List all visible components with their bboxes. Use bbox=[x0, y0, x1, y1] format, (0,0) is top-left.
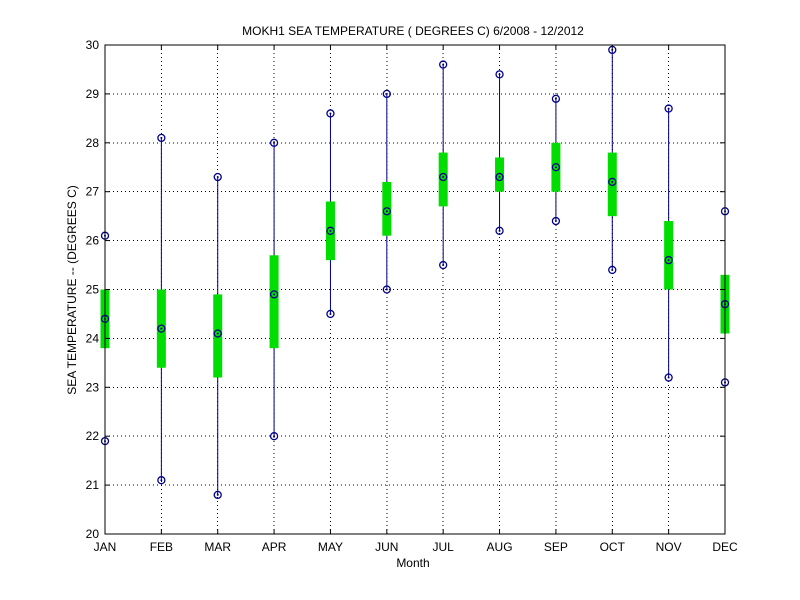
x-tick-label: AUG bbox=[487, 540, 513, 554]
mean-marker bbox=[439, 172, 448, 182]
y-axis-label: SEA TEMPERATURE -- (DEGREES C) bbox=[65, 185, 79, 395]
max-marker-dot bbox=[160, 136, 163, 139]
min-marker bbox=[664, 373, 673, 382]
iqr-box bbox=[438, 152, 448, 207]
y-tick-label: 26 bbox=[86, 234, 100, 248]
y-tick-label: 20 bbox=[86, 527, 100, 541]
max-marker bbox=[495, 70, 504, 79]
iqr-box bbox=[213, 294, 223, 378]
mean-marker-dot bbox=[611, 180, 614, 183]
min-marker bbox=[608, 265, 617, 275]
iqr-box bbox=[664, 221, 674, 290]
mean-marker bbox=[326, 226, 335, 235]
mean-marker bbox=[157, 324, 166, 333]
mean-marker bbox=[495, 172, 504, 182]
min-marker-dot bbox=[498, 229, 501, 232]
mean-marker-dot bbox=[498, 176, 501, 179]
iqr-box bbox=[382, 181, 392, 236]
y-tick-label: 23 bbox=[86, 380, 100, 394]
mean-marker-dot bbox=[554, 166, 557, 169]
min-marker-dot bbox=[216, 493, 219, 496]
mean-marker-dot bbox=[216, 332, 219, 335]
iqr-box bbox=[269, 255, 279, 349]
mean-marker bbox=[608, 177, 617, 187]
mean-marker-dot bbox=[273, 293, 276, 296]
max-marker bbox=[157, 133, 166, 143]
y-tick-label: 25 bbox=[86, 283, 100, 297]
x-tick-label: DEC bbox=[712, 540, 738, 554]
min-marker bbox=[382, 285, 391, 294]
max-marker bbox=[269, 138, 279, 147]
x-tick-label: FEB bbox=[150, 540, 173, 554]
mean-marker-dot bbox=[329, 229, 332, 232]
min-marker bbox=[269, 432, 279, 441]
y-tick-label: 28 bbox=[86, 136, 100, 150]
x-tick-label: JUN bbox=[375, 540, 398, 554]
mean-marker bbox=[664, 256, 673, 265]
min-marker bbox=[551, 216, 561, 226]
max-marker-dot bbox=[442, 63, 445, 66]
min-marker-dot bbox=[160, 479, 163, 482]
min-marker-dot bbox=[611, 268, 614, 271]
mean-marker-dot bbox=[385, 210, 388, 213]
max-marker bbox=[382, 89, 391, 99]
x-tick-label: APR bbox=[262, 540, 287, 554]
max-marker bbox=[213, 172, 222, 182]
min-marker-dot bbox=[554, 220, 557, 223]
mean-marker bbox=[269, 290, 279, 299]
mean-marker bbox=[551, 163, 561, 172]
iqr-box bbox=[495, 157, 505, 192]
y-tick-label: 22 bbox=[86, 429, 100, 443]
min-marker-dot bbox=[442, 264, 445, 267]
y-tick-label: 29 bbox=[86, 87, 100, 101]
max-marker bbox=[439, 60, 448, 69]
x-axis-label: Month bbox=[396, 556, 429, 570]
x-tick-label: JAN bbox=[94, 540, 117, 554]
y-tick-label: 30 bbox=[86, 38, 100, 52]
max-marker-dot bbox=[667, 107, 670, 110]
max-marker bbox=[551, 94, 561, 103]
x-tick-label: NOV bbox=[656, 540, 682, 554]
tick-layer: 20 21 22 23 24 25 26 27 28 29 30 JAN FEB MAR APR MAY JUN… bbox=[86, 38, 738, 554]
mean-marker-dot bbox=[160, 327, 163, 330]
x-tick-label: MAY bbox=[318, 540, 343, 554]
chart-title: MOKH1 SEA TEMPERATURE ( DEGREES C) 6/200… bbox=[242, 24, 584, 38]
max-marker-dot bbox=[385, 92, 388, 95]
min-marker-dot bbox=[385, 288, 388, 291]
x-tick-label: MAR bbox=[204, 540, 231, 554]
mean-marker bbox=[213, 329, 222, 338]
y-tick-label: 27 bbox=[86, 185, 100, 199]
x-tick-label: OCT bbox=[600, 540, 626, 554]
max-marker-dot bbox=[498, 73, 501, 76]
min-marker bbox=[495, 226, 504, 235]
min-marker-dot bbox=[667, 376, 670, 379]
max-marker bbox=[326, 109, 335, 118]
mean-marker-dot bbox=[442, 176, 445, 179]
x-tick-label: SEP bbox=[544, 540, 568, 554]
x-tick-label: JUL bbox=[433, 540, 455, 554]
mean-marker bbox=[382, 207, 391, 216]
min-marker bbox=[157, 476, 166, 485]
min-marker bbox=[213, 490, 222, 500]
iqr-box bbox=[607, 152, 617, 217]
y-tick-label: 21 bbox=[86, 478, 100, 492]
min-marker-dot bbox=[329, 312, 332, 315]
max-marker-dot bbox=[554, 97, 557, 100]
min-marker bbox=[326, 309, 335, 319]
max-marker-dot bbox=[216, 176, 219, 179]
min-marker-dot bbox=[273, 435, 276, 438]
max-marker bbox=[664, 104, 673, 113]
y-tick-label: 24 bbox=[86, 331, 100, 345]
max-marker-dot bbox=[273, 141, 276, 144]
max-marker-dot bbox=[329, 112, 332, 115]
mean-marker-dot bbox=[667, 259, 670, 262]
min-marker bbox=[439, 260, 448, 270]
